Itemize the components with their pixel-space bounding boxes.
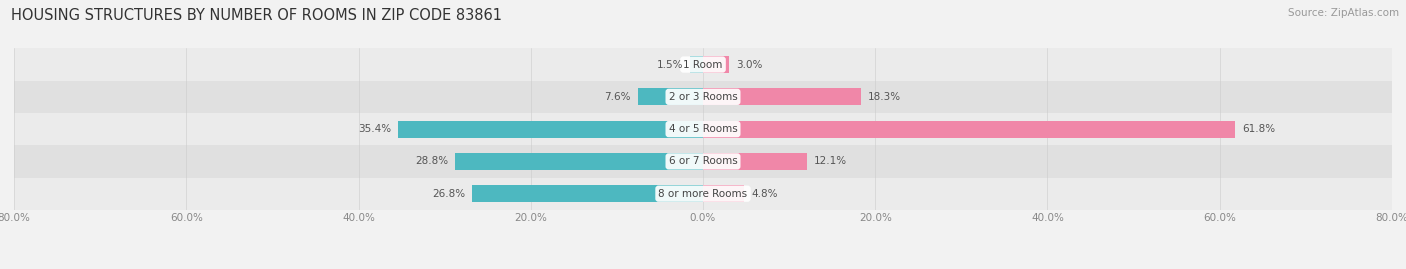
Text: 12.1%: 12.1% xyxy=(814,156,848,167)
Text: 28.8%: 28.8% xyxy=(415,156,449,167)
Bar xyxy=(703,121,1236,137)
Bar xyxy=(690,56,703,73)
Text: 7.6%: 7.6% xyxy=(605,92,631,102)
Bar xyxy=(703,153,807,170)
Text: 4.8%: 4.8% xyxy=(751,189,778,199)
Text: 8 or more Rooms: 8 or more Rooms xyxy=(658,189,748,199)
Text: 1 Room: 1 Room xyxy=(683,59,723,70)
Bar xyxy=(637,89,703,105)
Text: 61.8%: 61.8% xyxy=(1241,124,1275,134)
Bar xyxy=(703,89,860,105)
Bar xyxy=(14,145,1392,178)
Text: 1.5%: 1.5% xyxy=(657,59,683,70)
Bar xyxy=(703,185,744,202)
Text: HOUSING STRUCTURES BY NUMBER OF ROOMS IN ZIP CODE 83861: HOUSING STRUCTURES BY NUMBER OF ROOMS IN… xyxy=(11,8,502,23)
Bar xyxy=(456,153,703,170)
Text: 26.8%: 26.8% xyxy=(432,189,465,199)
Bar xyxy=(14,178,1392,210)
Bar xyxy=(472,185,703,202)
Bar xyxy=(398,121,703,137)
Bar xyxy=(14,48,1392,81)
Text: 35.4%: 35.4% xyxy=(359,124,391,134)
Bar xyxy=(14,81,1392,113)
Text: 18.3%: 18.3% xyxy=(868,92,901,102)
Text: 3.0%: 3.0% xyxy=(735,59,762,70)
Bar xyxy=(703,56,728,73)
Bar xyxy=(14,113,1392,145)
Text: 2 or 3 Rooms: 2 or 3 Rooms xyxy=(669,92,737,102)
Text: Source: ZipAtlas.com: Source: ZipAtlas.com xyxy=(1288,8,1399,18)
Text: 4 or 5 Rooms: 4 or 5 Rooms xyxy=(669,124,737,134)
Text: 6 or 7 Rooms: 6 or 7 Rooms xyxy=(669,156,737,167)
